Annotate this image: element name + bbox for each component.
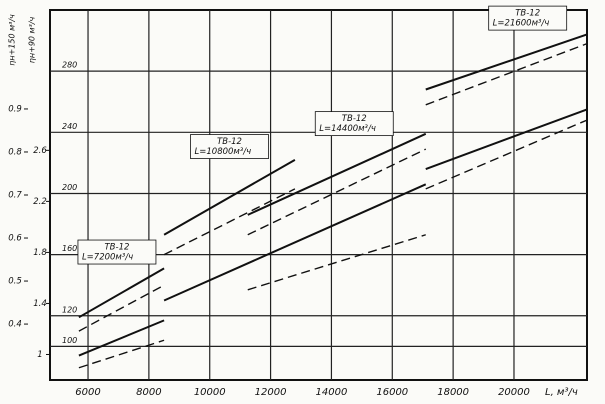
plot-frame [49,9,588,381]
annotation-title: ТВ-12 [515,9,540,19]
x-tick-label: 14000 [316,387,348,398]
x-tick-label: 12000 [255,387,287,398]
annotation-box [314,111,394,137]
annotation-title: ТВ-12 [217,137,242,147]
y2-tick-label: 1.4 [33,299,47,309]
annotation-box [77,239,157,265]
annotation-text: L=7200м³/ч [82,253,133,263]
annotation-box [190,134,269,159]
y3-tick-label: 0.6 [8,234,22,244]
y-tick-label: 160 [62,244,77,253]
annotation-text: L=21600м³/ч [493,19,550,29]
y3-tick-label: 0.4 [8,320,22,330]
y2-tick-label: 2.2 [33,197,47,207]
x-tick-label: 6000 [75,387,100,398]
y2-tick-label: 1 [37,350,42,360]
y-tick-label: 200 [62,183,77,192]
line-series [78,119,588,369]
y-tick-label: 120 [62,305,77,314]
line-series [78,108,588,357]
x-tick-label: 16000 [376,387,408,398]
y2-tick-label: 2.6 [33,146,47,156]
y3-tick-label: 0.9 [8,104,22,114]
y-tick-label: 100 [62,336,77,345]
annotation-text: L=14400м³/ч [319,124,376,134]
y-tick-label: 240 [62,122,77,131]
annotation-text: L=10800м³/ч [195,147,252,157]
annotation-box [488,5,568,31]
x-axis-label: L, м³/ч [545,387,578,398]
annotation-title: ТВ-12 [342,114,367,124]
y3-tick-label: 0.5 [8,277,22,287]
y-axis-label: ηн+150 м³/ч [8,14,17,66]
annotation-title: ТВ-12 [104,243,129,253]
line-series [78,42,588,332]
x-tick-label: 18000 [437,387,469,398]
line-series [78,33,588,319]
x-tick-label: 8000 [136,387,161,398]
y2-tick-label: 1.8 [33,248,47,258]
y3-tick-label: 0.8 [8,147,22,157]
y-axis-label: ηн+90 м³/ч [28,17,37,64]
y3-tick-label: 0.7 [8,191,22,201]
x-tick-label: 20000 [498,387,530,398]
y-tick-label: 280 [62,61,77,70]
x-tick-label: 10000 [194,387,226,398]
